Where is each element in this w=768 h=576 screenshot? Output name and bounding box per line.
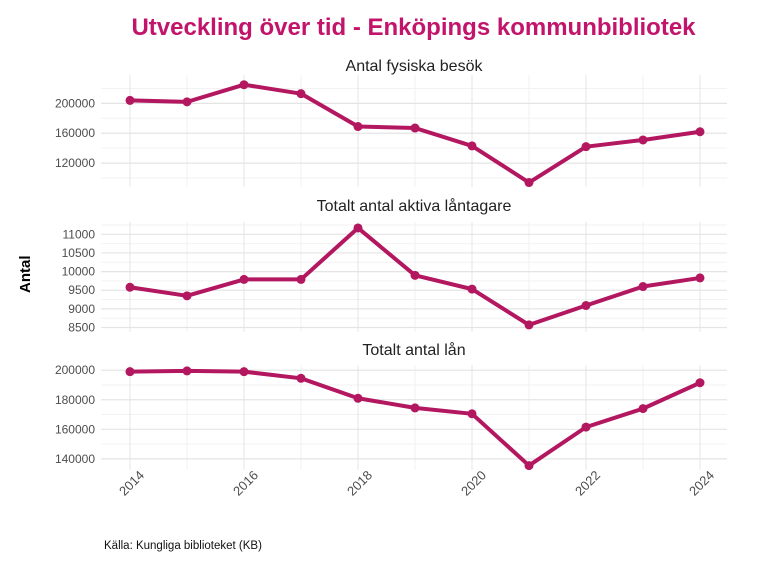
x-tick-label: 2020 [458,468,489,499]
data-point [182,366,192,376]
data-point [524,320,534,330]
y-tick-label: 9500 [68,283,95,297]
y-tick-label: 10500 [62,246,96,260]
chart-panel-1: 8500 9000 9500 10000 10500 11000 [62,222,727,335]
x-tick-label: 2022 [572,468,603,499]
chart-title-fysiska-besok: Antal fysiska besök [345,58,483,75]
data-point [296,373,306,383]
x-tick-label: 2016 [230,468,261,499]
data-point [410,123,420,133]
y-tick-label: 11000 [63,227,96,241]
data-point [296,89,306,99]
data-point [695,127,705,137]
data-point [524,178,534,188]
data-point [125,282,135,292]
data-point [239,80,249,90]
source-caption: Källa: Kungliga biblioteket (KB) [104,540,262,552]
chart-title-aktiva-lantagare: Totalt antal aktiva låntagare [316,198,512,215]
data-point [182,97,192,107]
y-tick-label: 180000 [55,393,95,407]
y-tick-label: 120000 [55,156,95,170]
data-point [695,273,705,283]
data-point [467,409,477,419]
chart-panel-2: 140000 160000 180000 200000 [55,363,727,471]
data-point [125,367,135,377]
data-point [581,422,591,432]
data-point [638,404,648,414]
figure-title: Utveckling över tid - Enköpings kommunbi… [131,14,696,41]
data-point [524,461,534,471]
data-point [239,274,249,284]
data-point [353,393,363,403]
data-point [239,367,249,377]
data-point [581,142,591,152]
y-tick-label: 160000 [55,422,95,436]
data-point [353,223,363,233]
y-tick-label: 9000 [68,302,95,316]
x-tick-label: 2024 [686,468,717,499]
data-point [467,284,477,294]
y-tick-label: 200000 [55,96,95,110]
x-axis-labels: 2014 2016 2018 2020 2022 2024 [116,468,717,499]
data-point [410,270,420,280]
data-point [296,274,306,284]
chart-panel-0: 120000 160000 200000 [55,75,727,188]
x-tick-label: 2018 [344,468,375,499]
data-point [182,291,192,301]
y-tick-label: 10000 [62,265,96,279]
y-tick-label: 140000 [55,452,95,466]
data-point [353,122,363,132]
data-point [695,378,705,388]
y-tick-label: 200000 [55,363,95,377]
data-point [467,141,477,151]
data-point [581,301,591,311]
data-point [638,282,648,292]
x-tick-label: 2014 [116,468,147,499]
y-tick-label: 160000 [55,126,95,140]
data-point [410,403,420,413]
data-point [638,135,648,145]
data-point [125,95,135,105]
chart-title-lan: Totalt antal lån [362,342,466,359]
y-tick-label: 8500 [68,321,95,335]
